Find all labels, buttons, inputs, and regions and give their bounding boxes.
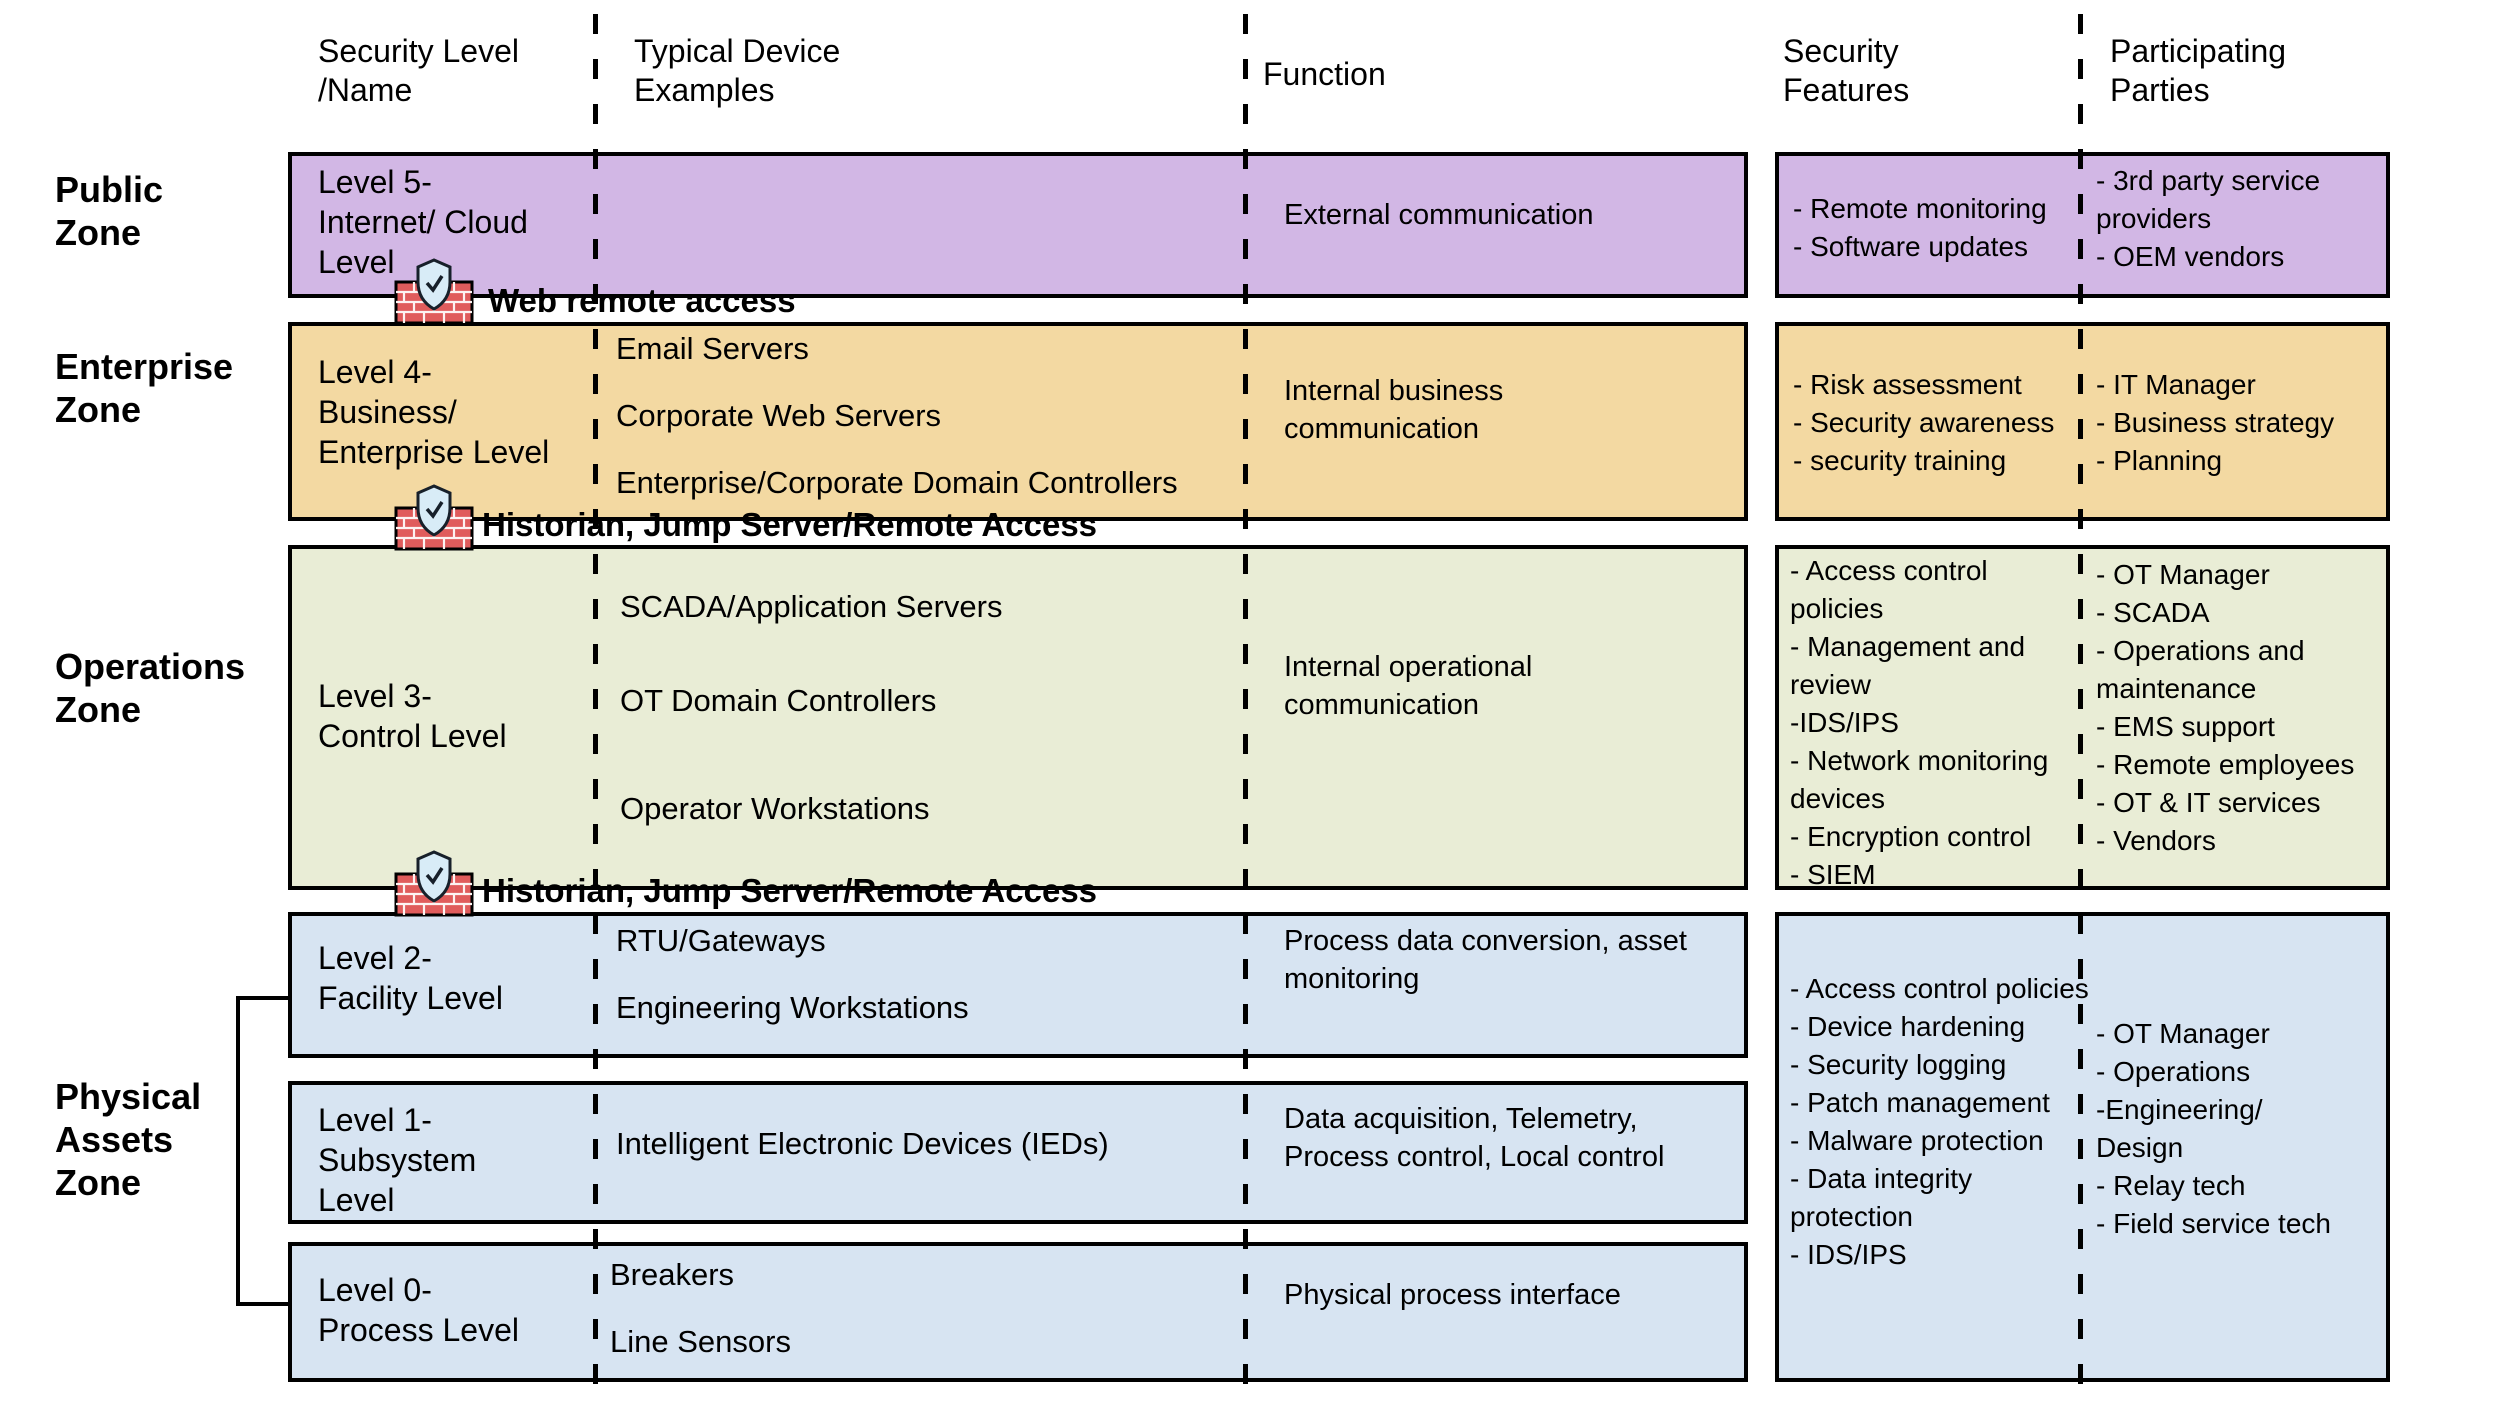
header-security-features: Security Features — [1783, 33, 1910, 108]
firewall-icon — [394, 850, 474, 917]
level-5-function: External communication — [1284, 199, 1594, 231]
list-item: - OEM vendors — [2096, 241, 2285, 272]
enterprise-security-features-list: - Risk assessment - Security awareness -… — [1793, 366, 2083, 480]
physical-zone-bracket-bottom — [236, 1302, 292, 1306]
list-item: - Access control policies — [1790, 973, 2089, 1004]
header-function: Function — [1263, 56, 1386, 92]
level-5-name: Level 5- Internet/ Cloud Level — [318, 164, 528, 280]
physical-zone-bracket-top — [236, 996, 292, 1000]
list-item: - Patch management — [1790, 1087, 2050, 1118]
list-item: - Security awareness — [1793, 407, 2055, 438]
physical-participating-parties-list: - OT Manager - Operations -Engineering/ … — [2096, 1015, 2346, 1243]
list-item: - security training — [1793, 445, 2007, 476]
device-item: Engineering Workstations — [616, 990, 969, 1025]
level-3-box — [288, 545, 1748, 890]
firewall-label: Web remote access — [488, 282, 796, 319]
device-item: Enterprise/Corporate Domain Controllers — [616, 465, 1178, 500]
device-item: Operator Workstations — [620, 791, 930, 826]
device-item: Breakers — [610, 1257, 735, 1292]
list-item: - Remote employees — [2096, 749, 2355, 780]
list-item: - Planning — [2096, 445, 2223, 476]
level-2-function: Process data conversion, asset monitorin… — [1284, 925, 1687, 995]
zone-label-public: Public Zone — [55, 169, 164, 253]
level-0-box — [288, 1242, 1748, 1382]
level-1-function: Data acquisition, Telemetry, Process con… — [1284, 1103, 1665, 1173]
level-4-function: Internal business communication — [1284, 375, 1504, 445]
list-item: - OT Manager — [2096, 559, 2270, 590]
list-item: - Malware protection — [1790, 1125, 2044, 1156]
level-1-box — [288, 1081, 1748, 1224]
firewall-icon — [394, 258, 474, 325]
list-item: -IDS/IPS — [1790, 707, 1899, 738]
physical-zone-bracket-vertical — [236, 996, 240, 1306]
list-item: - Network monitoring devices — [1790, 745, 2049, 814]
list-item: - Encryption control — [1790, 821, 2032, 852]
shield-check-icon — [416, 484, 452, 537]
zone-label-enterprise: Enterprise Zone — [55, 346, 234, 430]
zone-label-operations: Operations Zone — [55, 646, 246, 730]
device-item: Intelligent Electronic Devices (IEDs) — [616, 1126, 1109, 1161]
list-item: - Device hardening — [1790, 1011, 2026, 1042]
shield-check-icon — [416, 258, 452, 311]
list-item: - Operations — [2096, 1056, 2251, 1087]
list-item: - Risk assessment — [1793, 369, 2022, 400]
enterprise-participating-parties-list: - IT Manager - Business strategy - Plann… — [2096, 366, 2396, 480]
list-item: - IDS/IPS — [1790, 1239, 1907, 1270]
list-item: - Remote monitoring — [1793, 193, 2047, 224]
column-separator-dashed-line — [593, 14, 598, 1406]
header-participating-parties: Participating Parties — [2110, 33, 2287, 108]
header-typical-device-examples: Typical Device Examples — [634, 33, 841, 108]
level-5-box — [288, 152, 1748, 298]
device-item: Corporate Web Servers — [616, 398, 942, 433]
public-participating-parties-list: - 3rd party service providers - OEM vend… — [2096, 162, 2396, 276]
public-security-features-list: - Remote monitoring - Software updates — [1793, 190, 2083, 266]
device-item: Email Servers — [616, 331, 809, 366]
shield-check-icon — [416, 850, 452, 903]
operations-security-features-list: - Access control policies - Management a… — [1790, 552, 2082, 894]
list-item: - SCADA — [2096, 597, 2210, 628]
level-0-function: Physical process interface — [1284, 1279, 1621, 1311]
list-item: - Data integrity protection — [1790, 1163, 1973, 1232]
list-item: - Software updates — [1793, 231, 2029, 262]
list-item: - Operations and maintenance — [2096, 635, 2305, 704]
firewall-label: Historian, Jump Server/Remote Access — [482, 506, 1098, 543]
header-security-level-name: Security Level /Name — [318, 33, 519, 108]
list-item: -Engineering/ Design — [2096, 1094, 2263, 1163]
list-item: - Business strategy — [2096, 407, 2335, 438]
device-item: SCADA/Application Servers — [620, 589, 1003, 624]
list-item: - OT & IT services — [2096, 787, 2321, 818]
list-item: - IT Manager — [2096, 369, 2256, 400]
list-item: - OT Manager — [2096, 1018, 2270, 1049]
list-item: - Access control policies — [1790, 555, 1988, 624]
list-item: - Management and review — [1790, 631, 2026, 700]
level-4-box — [288, 322, 1748, 521]
physical-security-features-list: - Access control policies - Device harde… — [1790, 970, 2090, 1274]
level-4-name: Level 4- Business/ Enterprise Level — [318, 354, 550, 470]
level-3-name: Level 3- Control Level — [318, 678, 507, 754]
list-item: - SIEM — [1790, 859, 1876, 890]
list-item: - EMS support — [2096, 711, 2275, 742]
list-item: - 3rd party service providers — [2096, 165, 2321, 234]
device-item: Line Sensors — [610, 1324, 791, 1359]
level-2-box — [288, 912, 1748, 1058]
zone-label-physical: Physical Assets Zone — [55, 1076, 202, 1203]
device-item: OT Domain Controllers — [620, 683, 937, 718]
column-separator-dashed-line — [1243, 14, 1248, 1406]
list-item: - Relay tech — [2096, 1170, 2246, 1201]
firewall-label: Historian, Jump Server/Remote Access — [482, 872, 1098, 909]
list-item: - Field service tech — [2096, 1208, 2331, 1239]
operations-participating-parties-list: - OT Manager - SCADA - Operations and ma… — [2096, 556, 2394, 860]
column-separator-dashed-line — [2078, 14, 2083, 1406]
level-3-function: Internal operational communication — [1284, 651, 1533, 721]
list-item: - Security logging — [1790, 1049, 2007, 1080]
firewall-icon — [394, 484, 474, 551]
level-0-name: Level 0- Process Level — [318, 1272, 519, 1348]
device-item: RTU/Gateways — [616, 923, 826, 958]
list-item: - Vendors — [2096, 825, 2216, 856]
level-1-name: Level 1- Subsystem Level — [318, 1102, 477, 1218]
level-2-name: Level 2- Facility Level — [318, 940, 503, 1016]
